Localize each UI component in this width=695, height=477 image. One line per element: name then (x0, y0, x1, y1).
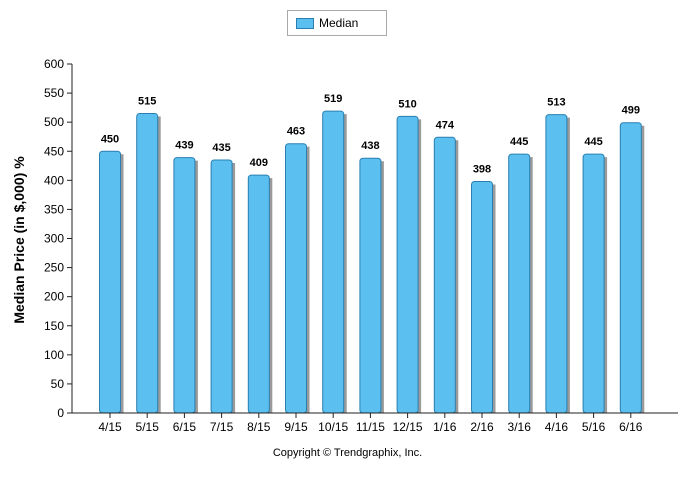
y-axis-title: Median Price (in $,000) % (11, 156, 27, 324)
legend-swatch-median (296, 18, 314, 29)
bar (582, 153, 605, 414)
x-tick-label: 5/16 (582, 420, 606, 434)
legend-label-median: Median (319, 16, 359, 30)
x-tick-label: 12/15 (393, 420, 423, 434)
y-tick-label: 150 (44, 319, 64, 333)
bar-value-label: 450 (101, 133, 119, 145)
y-tick-label: 250 (44, 261, 64, 275)
bar-value-label: 409 (250, 157, 268, 169)
y-tick-label: 550 (44, 86, 64, 100)
x-tick-label: 7/15 (210, 420, 234, 434)
y-axis-title-group: Median Price (in $,000) % (11, 156, 27, 324)
y-tick-label: 50 (51, 377, 65, 391)
bar (99, 150, 121, 414)
bar (322, 110, 345, 414)
y-tick-label: 500 (44, 115, 64, 129)
bar-value-label: 398 (473, 163, 491, 175)
bar-value-label: 499 (622, 105, 640, 117)
bar-value-label: 438 (361, 140, 379, 152)
legend: Median (287, 10, 387, 36)
y-tick-label: 450 (44, 144, 64, 158)
bar-value-label: 463 (287, 126, 305, 138)
y-tick-label: 300 (44, 232, 64, 246)
bar (136, 112, 159, 414)
y-tick-label: 200 (44, 290, 64, 304)
bar-value-label: 435 (212, 142, 230, 154)
bar-value-label: 439 (175, 140, 193, 152)
bar (471, 180, 493, 414)
bar-value-label: 513 (547, 97, 565, 109)
x-tick-label: 3/16 (508, 420, 532, 434)
y-tick-label: 100 (44, 348, 64, 362)
copyright-text: Copyright © Trendgraphix, Inc. (272, 447, 423, 459)
x-tick-label: 6/15 (173, 420, 197, 434)
x-tick-label: 2/16 (470, 420, 494, 434)
y-tick-label: 0 (57, 406, 64, 420)
bar-value-label: 519 (324, 93, 342, 105)
bar (619, 122, 642, 414)
x-tick-label: 1/16 (433, 420, 457, 434)
bar-value-label: 445 (584, 136, 602, 148)
x-tick-label: 10/15 (318, 420, 348, 434)
bar (359, 157, 382, 414)
bar (433, 136, 456, 414)
bar (285, 143, 307, 414)
x-tick-label: 4/15 (98, 420, 122, 434)
x-tick-label: 9/15 (284, 420, 308, 434)
bar (396, 115, 419, 414)
bar (173, 157, 196, 414)
bars-layer: 450 515 439 435 409 463 519 438 510 474 398 445 513 4… (99, 93, 645, 414)
y-tick-label: 350 (44, 202, 64, 216)
bar-value-label: 474 (436, 119, 455, 131)
y-tick-label: 600 (44, 57, 64, 71)
x-tick-label: 8/15 (247, 420, 271, 434)
bar (247, 174, 270, 414)
bar (210, 159, 233, 414)
x-tick-label: 4/16 (545, 420, 569, 434)
bar-value-label: 515 (138, 95, 156, 107)
bar (508, 153, 531, 414)
bar-value-label: 510 (398, 98, 416, 110)
x-tick-label: 6/16 (619, 420, 643, 434)
x-tick-label: 11/15 (356, 420, 385, 434)
y-tick-label: 400 (44, 173, 64, 187)
x-tick-label: 5/15 (136, 420, 160, 434)
bar (545, 114, 568, 414)
axes-layer: 0 50 100 150 200 250 300 350 400 450 500 550 600 4/15… (44, 57, 678, 434)
bar-value-label: 445 (510, 136, 528, 148)
